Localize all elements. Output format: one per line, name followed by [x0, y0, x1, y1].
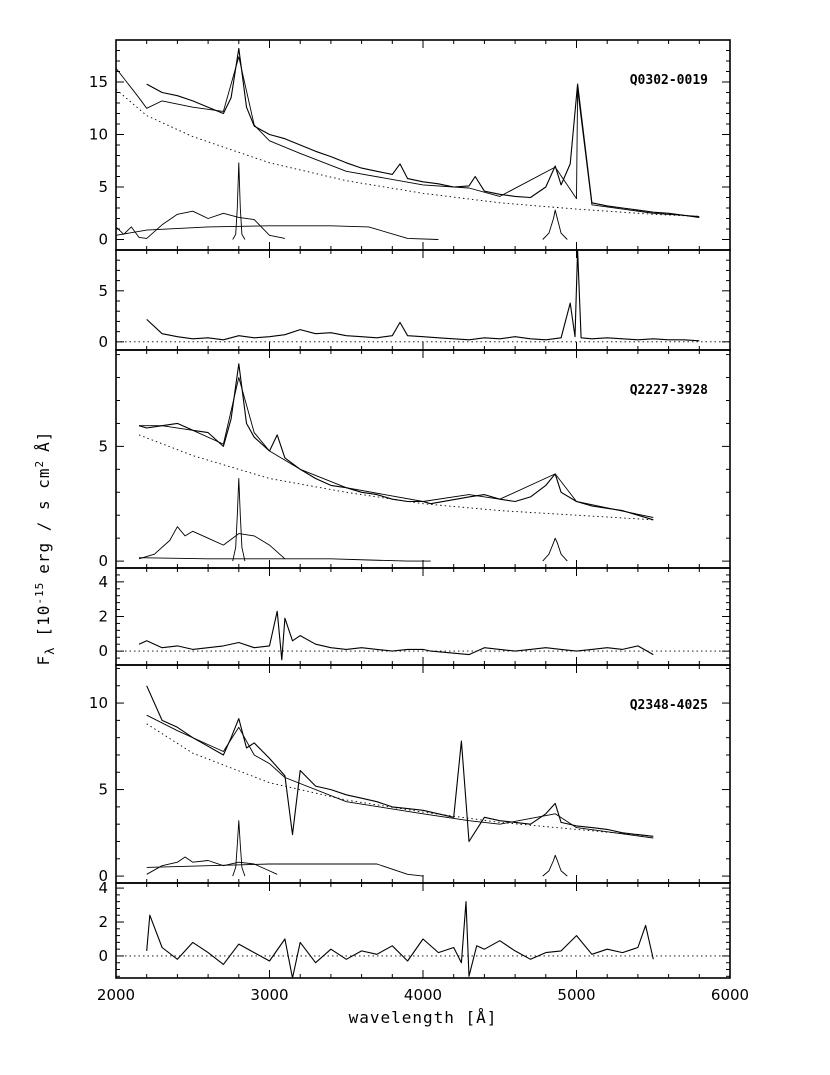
series-residual — [146, 250, 700, 342]
panel-3-series — [138, 363, 654, 562]
y-axis-title: Fλ [10-15 erg / s cm2 Å] — [33, 431, 57, 666]
y-tick-label: 15 — [89, 73, 108, 91]
series-balmer-continuum — [146, 863, 424, 877]
series-mgII-line — [232, 478, 246, 562]
y-tick-label: 10 — [89, 694, 108, 712]
y-tick-label: 2 — [98, 913, 108, 931]
y-axis-title-units-b: erg / s cm — [34, 467, 53, 573]
series-model — [139, 377, 654, 518]
panel-3: 0 5 Q2227-3928 — [98, 349, 731, 570]
panel-1: 0 5 10 15 Q0302-0019 — [89, 39, 731, 251]
series-feII-component — [146, 856, 278, 875]
series-observed — [146, 47, 700, 218]
series-observed — [146, 685, 654, 843]
series-hbeta-line — [542, 537, 568, 562]
panel-5-series — [146, 685, 654, 877]
y-tick-label: 4 — [98, 879, 108, 897]
panel-5: 0 5 10 Q2348-4025 — [89, 664, 731, 885]
series-model — [146, 714, 654, 839]
series-balmer-continuum — [116, 225, 439, 240]
series-mgII-line — [232, 162, 246, 240]
panel-4: 0 2 4 — [98, 567, 731, 666]
y-tick-label: 5 — [98, 781, 108, 799]
series-powerlaw-continuum — [138, 434, 654, 521]
y-axis-title-symbol: F — [34, 655, 53, 666]
panel-6-series — [116, 901, 730, 978]
y-axis-title-exp2: 2 — [33, 460, 46, 468]
y-tick-label: 0 — [98, 552, 108, 570]
series-model — [116, 56, 700, 217]
y-tick-label: 5 — [98, 178, 108, 196]
panel-2-series — [116, 250, 730, 343]
series-observed — [138, 363, 654, 521]
quasar-label: Q0302-0019 — [630, 73, 708, 88]
y-tick-label: 5 — [98, 437, 108, 455]
panel-6: 0 2 4 — [98, 879, 731, 979]
x-tick-label: 3000 — [250, 986, 288, 1004]
y-tick-label: 0 — [98, 642, 108, 660]
series-residual — [146, 901, 654, 978]
panel-frame — [115, 567, 731, 666]
series-feII-component — [116, 210, 285, 239]
x-tick-label: 2000 — [97, 986, 135, 1004]
panel-frame — [115, 249, 731, 351]
y-tick-label: 5 — [98, 282, 108, 300]
y-tick-label: 10 — [89, 126, 108, 144]
y-axis-title-exp: -15 — [33, 582, 46, 605]
y-tick-label: 0 — [98, 333, 108, 351]
panel-1-series — [116, 47, 700, 240]
series-residual — [138, 610, 654, 661]
y-axis-title-subscript: λ — [43, 647, 57, 655]
series-mgII-line — [232, 820, 246, 877]
x-tick-label: 5000 — [557, 986, 595, 1004]
quasar-label: Q2227-3928 — [630, 383, 708, 398]
series-balmer-continuum — [138, 557, 431, 562]
x-tick-label: 4000 — [404, 986, 442, 1004]
y-tick-label: 2 — [98, 608, 108, 626]
quasar-label: Q2348-4025 — [630, 698, 708, 713]
y-tick-label: 4 — [98, 573, 108, 591]
svg-text:Fλ[10-15erg / s cm2Å]: Fλ [10-15 erg / s cm2 Å] — [33, 431, 57, 666]
series-hbeta-line — [542, 209, 568, 240]
y-axis-title-units-c: Å] — [34, 431, 53, 452]
series-feII-component — [138, 526, 286, 560]
y-axis-title-units-a: [10 — [34, 605, 53, 637]
y-tick-label: 0 — [98, 947, 108, 965]
y-tick-label: 0 — [98, 231, 108, 249]
panel-2: 05 — [98, 249, 731, 351]
series-hbeta-line — [542, 854, 568, 877]
y-tick-label: 0 — [98, 867, 108, 885]
series-powerlaw-continuum — [146, 723, 654, 837]
panel-frame — [115, 882, 731, 979]
x-axis-title: wavelength [Å] — [349, 1008, 498, 1027]
panel-4-series — [116, 610, 730, 661]
x-tick-labels: 2000 3000 4000 5000 6000 — [97, 986, 749, 1004]
x-tick-label: 6000 — [711, 986, 749, 1004]
